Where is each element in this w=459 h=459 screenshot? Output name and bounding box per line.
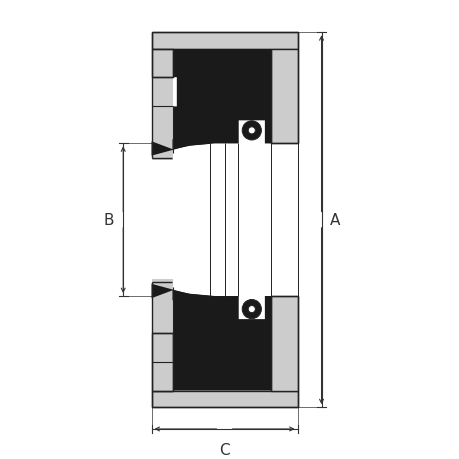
- Polygon shape: [271, 50, 297, 144]
- Text: B: B: [104, 213, 114, 228]
- Circle shape: [248, 128, 255, 134]
- Polygon shape: [151, 333, 173, 391]
- Polygon shape: [151, 78, 173, 161]
- Polygon shape: [271, 297, 297, 391]
- Polygon shape: [151, 284, 212, 301]
- Polygon shape: [151, 391, 297, 407]
- Polygon shape: [151, 280, 173, 333]
- Circle shape: [248, 306, 255, 313]
- Text: C: C: [219, 442, 230, 457]
- Circle shape: [242, 300, 261, 319]
- Polygon shape: [173, 50, 271, 150]
- Polygon shape: [151, 33, 297, 50]
- Polygon shape: [151, 50, 173, 78]
- Polygon shape: [173, 291, 271, 391]
- Polygon shape: [151, 140, 212, 157]
- Text: A: A: [330, 213, 340, 228]
- Circle shape: [242, 122, 261, 140]
